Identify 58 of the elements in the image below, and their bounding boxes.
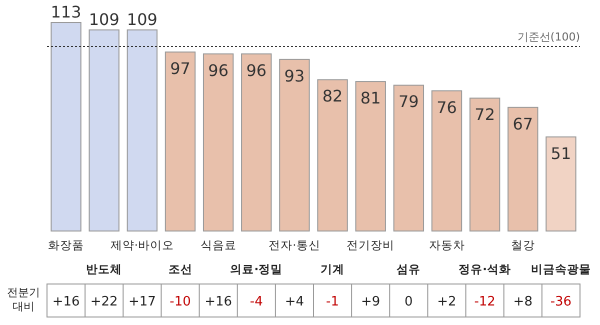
ref-line-label: 기준선(100) xyxy=(517,30,580,44)
data-label: 96 xyxy=(246,60,267,80)
x-tick-label: 제약·바이오 xyxy=(110,238,174,252)
data-label: +8 xyxy=(513,294,532,310)
bar xyxy=(279,58,310,232)
x-tick-label: 섬유 xyxy=(396,262,421,276)
data-label: 76 xyxy=(436,98,457,117)
x-tick-label: 자동차 xyxy=(428,238,465,252)
data-label: +17 xyxy=(128,294,156,310)
data-label: -12 xyxy=(474,294,496,310)
x-tick-label: 식음료 xyxy=(200,238,236,252)
data-label: -1 xyxy=(326,294,340,310)
bar xyxy=(431,90,462,232)
bar xyxy=(88,29,120,232)
data-label: 109 xyxy=(126,10,158,29)
data-label: 97 xyxy=(170,59,190,78)
data-label: 0 xyxy=(404,294,413,310)
data-label: +9 xyxy=(361,294,380,310)
data-label: 113 xyxy=(50,2,82,22)
data-label: -36 xyxy=(550,294,572,310)
x-tick-label: 전자·통신 xyxy=(268,238,320,252)
bar xyxy=(126,29,158,232)
x-tick-label: 화장품 xyxy=(48,238,84,252)
x-tick-label: 기계 xyxy=(320,262,345,276)
bar xyxy=(50,22,82,232)
data-label: 72 xyxy=(474,105,495,124)
data-label: -4 xyxy=(250,294,263,310)
x-tick-label: 철강 xyxy=(510,238,535,252)
data-label: +22 xyxy=(90,294,118,310)
data-label: +16 xyxy=(52,294,80,310)
bar xyxy=(317,79,348,232)
bar xyxy=(546,136,576,232)
data-label: 109 xyxy=(88,10,120,29)
text: 전분기 대비 xyxy=(7,286,40,313)
bar xyxy=(469,98,500,232)
data-label: -10 xyxy=(170,294,191,310)
data-label: 82 xyxy=(322,86,343,106)
bar xyxy=(164,52,196,232)
bar xyxy=(508,106,538,232)
bar xyxy=(241,53,272,232)
bar xyxy=(202,53,234,232)
x-tick-label: 반도체 xyxy=(86,262,122,276)
bar xyxy=(355,81,386,232)
x-tick-label: 전기장비 xyxy=(346,238,395,252)
data-label: 81 xyxy=(360,88,381,108)
data-label: 51 xyxy=(550,144,572,163)
data-label: 67 xyxy=(512,114,534,134)
data-label: +2 xyxy=(437,294,456,310)
data-label: 93 xyxy=(284,66,305,86)
data-label: +16 xyxy=(204,294,232,310)
data-label: 96 xyxy=(208,60,228,80)
data-label: +4 xyxy=(284,294,304,310)
x-tick-label: 정유·석화 xyxy=(458,262,512,276)
x-tick-label: 비금속광물 xyxy=(530,262,591,276)
x-tick-label: 의료·정밀 xyxy=(230,262,283,276)
data-label: 79 xyxy=(398,92,419,112)
x-tick-label: 조선 xyxy=(168,262,192,276)
bar xyxy=(393,84,424,232)
